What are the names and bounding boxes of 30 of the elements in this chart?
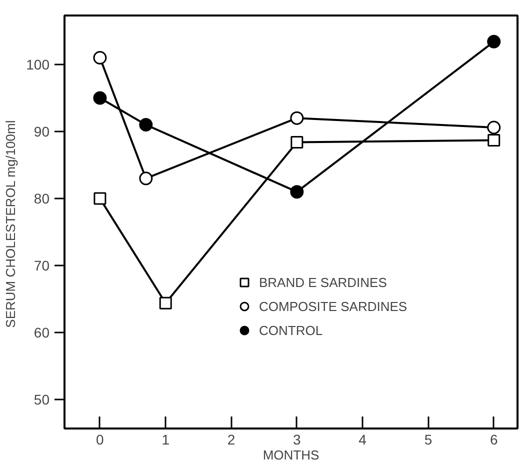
point [290,111,304,125]
point [487,120,501,134]
point [159,296,172,310]
legend-label: COMPOSITE SARDINES [259,298,408,314]
y-tick-label: 70 [34,258,50,274]
y-tick-label: 90 [34,123,50,140]
y-tick-label: 100 [26,56,50,72]
x-axis-title: MONTHS [262,448,320,462]
point [290,136,304,148]
legend-label: CONTROL [259,322,323,338]
legend-label: BRAND E SARDINES [259,274,387,290]
point [93,51,107,64]
x-tick-label: 3 [293,432,302,448]
x-tick-label: 5 [424,432,432,448]
point [139,172,153,186]
x-tick-label: 1 [162,432,170,448]
point [488,134,500,146]
y-axis-title: SERUM CHOLESTEROL mg/100ml [3,120,18,328]
x-tick-label: 2 [227,432,236,448]
point [487,34,501,48]
point [93,91,107,105]
point [94,192,106,205]
x-tick-label: 0 [96,432,104,448]
x-tick-label: 4 [358,432,367,448]
y-tick-label: 80 [34,190,50,207]
y-tick-label: 50 [34,392,50,408]
x-tick-label: 6 [490,432,498,448]
point [139,118,153,132]
point [290,185,304,199]
y-tick-label: 60 [34,324,50,341]
